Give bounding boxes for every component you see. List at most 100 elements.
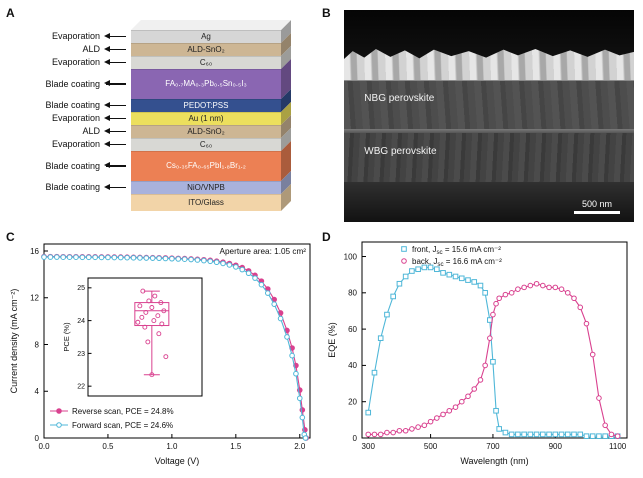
- sem-nbg-layer: [344, 79, 634, 130]
- legend-entry: front, Jsc = 15.6 mA cm⁻²: [412, 245, 501, 256]
- axes: 300 500 700 900 1100 0 20 40 60 80 100 Wavelength (…: [327, 241, 628, 466]
- svg-text:80: 80: [348, 289, 357, 298]
- process-label: ALD: [82, 44, 100, 54]
- scale-bar-label: 500 nm: [581, 199, 613, 209]
- svg-text:60: 60: [348, 325, 357, 334]
- svg-text:1.0: 1.0: [166, 442, 178, 451]
- process-arrow-icon: [104, 101, 126, 109]
- process-label: Evaporation: [51, 113, 100, 123]
- sem-background: [344, 10, 634, 59]
- svg-text:700: 700: [486, 442, 500, 451]
- scale-bar: 500 nm: [574, 199, 620, 214]
- svg-text:20: 20: [348, 398, 357, 407]
- legend-entry: Forward scan, PCE = 24.6%: [72, 421, 173, 430]
- sem-cross-section-image: NBG perovskite WBG perovskite 500 nm: [344, 10, 634, 222]
- svg-text:23: 23: [77, 351, 85, 358]
- process-arrow-icon: [104, 32, 126, 40]
- layer-row: Blade coating FA₀.₇MA₀.₃Pb₀.₅Sn₀.₅I₃: [12, 59, 291, 99]
- jv-curve-chart: 0.0 0.5 1.0 1.5 2.0 0 4 8 12 16 Voltage (V) Current…: [9, 243, 311, 466]
- svg-text:Wavelength (nm): Wavelength (nm): [460, 456, 528, 466]
- layer-slab-top-face: [131, 20, 291, 30]
- process-label: Evaporation: [51, 57, 100, 67]
- panel-d-eqe: D 300 500 700 900 1100 0 20 40 60 80 100 Wavelength…: [322, 230, 640, 476]
- svg-text:0.0: 0.0: [38, 442, 50, 451]
- axes: 0.0 0.5 1.0 1.5 2.0 0 4 8 12 16 Voltage (V) Current…: [9, 243, 311, 466]
- process-arrow-icon: [104, 45, 126, 53]
- layer-row: Evaporation C₆₀: [12, 128, 291, 151]
- process-label: Blade coating: [45, 100, 100, 110]
- process-label: Blade coating: [45, 78, 100, 89]
- layer-name: Au (1 nm): [188, 113, 224, 123]
- layer-slab: FA₀.₇MA₀.₃Pb₀.₅Sn₀.₅I₃: [131, 59, 291, 99]
- process-label: ALD: [82, 126, 100, 136]
- layer-name: NiO/VNPB: [187, 182, 225, 192]
- svg-text:1100: 1100: [609, 442, 627, 451]
- svg-text:25: 25: [77, 285, 85, 292]
- panel-a-device-stack: A Evaporation Ag ALD ALD-SnO₂ Evaporation C₆₀…: [6, 6, 320, 230]
- svg-text:500: 500: [424, 442, 438, 451]
- svg-text:0.5: 0.5: [102, 442, 114, 451]
- layer-name: ALD-SnO₂: [187, 126, 225, 136]
- legend-entry: Reverse scan, PCE = 24.8%: [72, 407, 174, 416]
- series-forward-scan: [41, 254, 309, 441]
- process-arrow-icon: [104, 79, 126, 87]
- svg-text:PCE (%): PCE (%): [62, 322, 71, 352]
- layer-row: Evaporation C₆₀: [12, 46, 291, 69]
- layer-name: Cs₀.₃₅FA₀.₆₅PbI₁.₈Br₁.₂: [166, 161, 246, 170]
- layer-name: ALD-SnO₂: [187, 44, 225, 54]
- layer-row: ALD ALD-SnO₂: [12, 115, 291, 138]
- layer-slab: ALD-SnO₂: [131, 115, 291, 138]
- layer-slab: NiO/VNPB: [131, 171, 291, 194]
- sem-wbg-layer: [344, 133, 634, 183]
- panel-c-label: C: [6, 230, 15, 244]
- series-back-eqe: [365, 280, 621, 439]
- legend-entry: back, Jsc = 16.6 mA cm⁻²: [412, 257, 502, 268]
- layer-name: ITO/Glass: [188, 197, 224, 207]
- layer-slab: C₆₀: [131, 46, 291, 69]
- process-label: Evaporation: [51, 31, 100, 41]
- panel-c-jv: C 0.0 0.5 1.0 1.5 2.0 0 4 8 12 16 Voltage (V) Curre…: [6, 230, 320, 476]
- process-label: Blade coating: [45, 182, 100, 192]
- layer-slab: ITO/Glass: [131, 184, 291, 211]
- layer-slab: ALD-SnO₂: [131, 33, 291, 56]
- svg-text:1.5: 1.5: [230, 442, 242, 451]
- layer-slab: Ag: [131, 20, 291, 43]
- layer-row: ITO/Glass: [12, 184, 291, 211]
- svg-text:Current density (mA cm⁻²): Current density (mA cm⁻²): [9, 289, 19, 394]
- eqe-spectra-chart: 300 500 700 900 1100 0 20 40 60 80 100 Wavelength (…: [327, 241, 628, 466]
- layer-name: C₆₀: [199, 57, 213, 67]
- layer-name: Ag: [201, 31, 211, 41]
- layer-row: Evaporation Ag: [12, 20, 291, 43]
- panel-b-label: B: [322, 6, 331, 20]
- process-label: Blade coating: [45, 160, 100, 171]
- svg-text:EQE (%): EQE (%): [327, 322, 337, 358]
- series-front-eqe: [365, 264, 621, 439]
- sem-substrate: [344, 181, 634, 222]
- svg-text:900: 900: [549, 442, 563, 451]
- layer-row: Blade coating Cs₀.₃₅FA₀.₆₅PbI₁.₈Br₁.₂: [12, 141, 291, 181]
- legend: Reverse scan, PCE = 24.8% Forward scan, P…: [50, 407, 174, 430]
- process-label: Evaporation: [51, 139, 100, 149]
- svg-text:0: 0: [35, 434, 40, 443]
- process-arrow-icon: [104, 127, 126, 135]
- svg-text:40: 40: [348, 361, 357, 370]
- process-arrow-icon: [104, 140, 126, 148]
- pce-boxplot-inset: 22 23 24 25 PCE (%): [62, 277, 203, 397]
- process-arrow-icon: [104, 114, 126, 122]
- layer-slab: Cs₀.₃₅FA₀.₆₅PbI₁.₈Br₁.₂: [131, 141, 291, 181]
- layer-slab: PEDOT:PSS: [131, 89, 291, 112]
- panel-a-label: A: [6, 6, 15, 20]
- svg-text:100: 100: [344, 252, 358, 261]
- layer-row: Evaporation Au (1 nm): [12, 102, 291, 125]
- svg-text:2.0: 2.0: [294, 442, 306, 451]
- svg-text:4: 4: [35, 387, 40, 396]
- svg-text:8: 8: [35, 340, 40, 349]
- process-arrow-icon: [104, 58, 126, 66]
- process-arrow-icon: [104, 183, 126, 191]
- process-arrow-icon: [104, 161, 126, 169]
- svg-text:22: 22: [77, 384, 85, 391]
- layer-name: FA₀.₇MA₀.₃Pb₀.₅Sn₀.₅I₃: [165, 79, 247, 88]
- svg-text:0: 0: [353, 434, 358, 443]
- svg-text:12: 12: [30, 294, 39, 303]
